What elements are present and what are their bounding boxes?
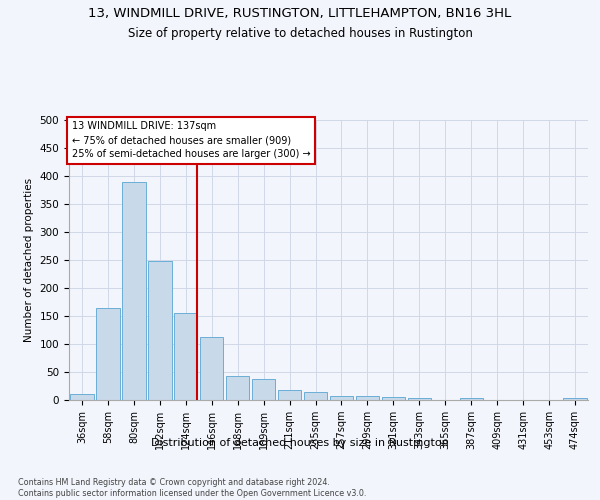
Bar bbox=[460, 398, 483, 400]
Bar bbox=[70, 394, 94, 400]
Bar bbox=[278, 390, 301, 400]
Bar bbox=[174, 313, 197, 400]
Bar bbox=[252, 378, 275, 400]
Y-axis label: Number of detached properties: Number of detached properties bbox=[24, 178, 34, 342]
Bar bbox=[226, 376, 250, 400]
Bar bbox=[330, 396, 353, 400]
Bar bbox=[148, 261, 172, 400]
Bar bbox=[407, 398, 431, 400]
Bar bbox=[200, 336, 223, 400]
Text: Contains HM Land Registry data © Crown copyright and database right 2024.
Contai: Contains HM Land Registry data © Crown c… bbox=[18, 478, 367, 498]
Bar bbox=[356, 396, 379, 400]
Text: Distribution of detached houses by size in Rustington: Distribution of detached houses by size … bbox=[151, 438, 449, 448]
Text: 13, WINDMILL DRIVE, RUSTINGTON, LITTLEHAMPTON, BN16 3HL: 13, WINDMILL DRIVE, RUSTINGTON, LITTLEHA… bbox=[88, 8, 512, 20]
Text: 13 WINDMILL DRIVE: 137sqm
← 75% of detached houses are smaller (909)
25% of semi: 13 WINDMILL DRIVE: 137sqm ← 75% of detac… bbox=[71, 122, 310, 160]
Bar bbox=[563, 398, 587, 400]
Bar bbox=[382, 397, 405, 400]
Bar bbox=[304, 392, 327, 400]
Bar bbox=[96, 308, 119, 400]
Text: Size of property relative to detached houses in Rustington: Size of property relative to detached ho… bbox=[128, 28, 472, 40]
Bar bbox=[122, 182, 146, 400]
